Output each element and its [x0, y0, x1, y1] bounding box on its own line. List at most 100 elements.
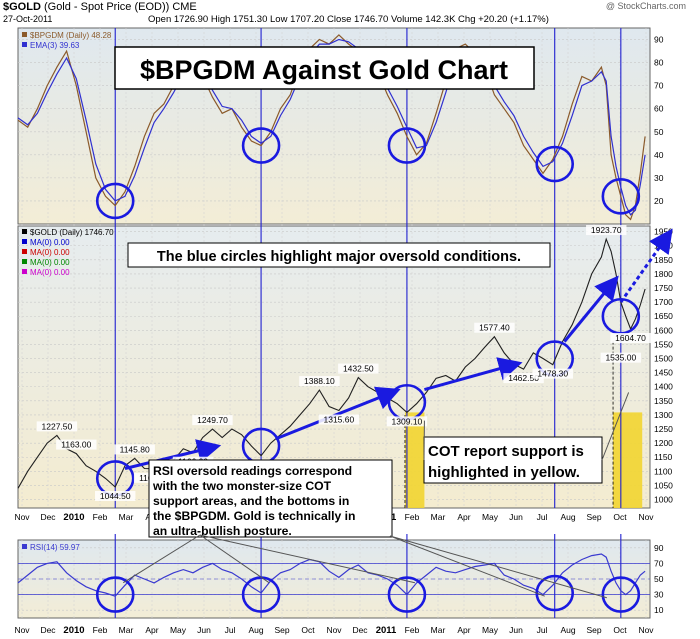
- gold-tick-label: 1850: [654, 255, 673, 265]
- price-label: 1315.60: [323, 415, 354, 425]
- rsi-tick-label: 70: [654, 558, 664, 568]
- price-label-bg: [36, 421, 78, 432]
- cot-support-band: [404, 412, 425, 508]
- x-tick-label-bottom: Dec: [40, 625, 56, 635]
- watermark: @ StockCharts.com: [605, 1, 686, 11]
- title-box: [114, 46, 535, 90]
- rsi-callout-line: [199, 534, 416, 584]
- price-label: 1163.00: [61, 440, 91, 450]
- bpgdm-tick-label: 50: [654, 127, 664, 137]
- bpgdm-tick-label: 80: [654, 58, 664, 68]
- price-label-bg: [299, 376, 340, 387]
- trend-arrow: [424, 357, 523, 392]
- bpgdm-tick-label: 70: [654, 81, 664, 91]
- x-tick-label-top: 2010: [63, 512, 84, 523]
- oversold-note: The blue circles highlight major oversol…: [157, 249, 521, 265]
- price-label: 1577.40: [479, 323, 510, 333]
- cot-callout-line: [601, 392, 630, 461]
- rsi-series-line: [17, 553, 646, 597]
- oversold-circle: [601, 576, 641, 613]
- x-tick-label-bottom: May: [482, 625, 499, 635]
- x-tick-label-bottom: Apr: [457, 625, 470, 635]
- price-label-bg: [386, 416, 428, 427]
- x-tick-label-bottom: Nov: [14, 625, 30, 635]
- gold-legend-entry: $GOLD (Daily) 1746.70: [30, 228, 114, 237]
- legend-swatch: [22, 239, 27, 244]
- chart-date: 27-Oct-2011: [3, 14, 53, 24]
- x-tick-label-bottom: May: [170, 625, 187, 635]
- x-tick-label-top: Jul: [537, 512, 548, 522]
- gold-tick-label: 1250: [654, 424, 673, 434]
- gold-tick-label: 1650: [654, 311, 673, 321]
- bpgdm-series-line: [17, 38, 646, 216]
- x-tick-label-bottom: Dec: [352, 625, 368, 635]
- bpgdm-tick-label: 20: [654, 196, 664, 206]
- oversold-circle: [601, 178, 641, 215]
- x-tick-label-bottom: Jun: [509, 625, 523, 635]
- rsi-tick-label: 90: [654, 543, 664, 553]
- price-label: 1923.70: [591, 225, 622, 235]
- gold-tick-label: 1200: [654, 438, 673, 448]
- x-tick-label-top: Nov: [638, 512, 654, 522]
- legend-swatch: [22, 32, 27, 37]
- price-label-bg: [192, 415, 233, 426]
- gold-tick-label: 1600: [654, 325, 673, 335]
- cot-support-band: [613, 412, 643, 508]
- cot-note-line: COT report support is: [428, 443, 584, 460]
- price-label: 1145.80: [120, 444, 150, 454]
- rsi-tick-label: 10: [654, 605, 664, 615]
- gold-tick-label: 1450: [654, 368, 673, 378]
- bpgdm-tick-label: 60: [654, 104, 664, 114]
- bpgdm-tick-label: 30: [654, 173, 664, 183]
- price-label: 1227.50: [42, 421, 73, 431]
- rsi-note-box: [148, 459, 393, 538]
- trend-arrow: [563, 275, 619, 343]
- oversold-circle: [241, 127, 281, 164]
- rsi-note-line: with the two monster-size COT: [152, 479, 332, 493]
- gold-tick-label: 1100: [654, 466, 673, 476]
- gold-tick-label: 1550: [654, 339, 673, 349]
- oversold-circle: [95, 182, 135, 220]
- legend-swatch: [22, 259, 27, 264]
- x-tick-label-top: Sep: [586, 512, 601, 522]
- price-label-bg: [503, 373, 544, 384]
- x-tick-label-bottom: Nov: [326, 625, 342, 635]
- gold-tick-label: 1950: [654, 227, 673, 237]
- x-tick-label-top: Oct: [613, 512, 627, 522]
- price-label: 1044.50: [100, 491, 131, 501]
- price-label-bg: [600, 352, 642, 363]
- price-label: 1388.10: [304, 376, 335, 386]
- price-label: 1432.50: [343, 364, 374, 374]
- price-label-bg: [56, 439, 97, 450]
- gold-tick-label: 1500: [654, 354, 673, 364]
- gold-tick-label: 1800: [654, 269, 673, 279]
- price-label-bg: [338, 363, 379, 374]
- cot-note-box: [423, 436, 603, 484]
- x-tick-label-bottom: Mar: [119, 625, 134, 635]
- price-label: 1535.00: [605, 353, 636, 363]
- ohlc-readout: Open 1726.90 High 1751.30 Low 1707.20 Cl…: [148, 14, 549, 25]
- legend-swatch: [22, 229, 27, 234]
- rsi-legend-entry: RSI(14) 59.97: [30, 543, 80, 552]
- x-tick-label-top: Aug: [560, 512, 575, 522]
- symbol: $GOLD: [3, 1, 41, 13]
- x-tick-label-bottom: Aug: [248, 625, 263, 635]
- price-label-bg: [114, 444, 155, 455]
- price-label-bg: [95, 490, 136, 501]
- price-label: 1478.30: [537, 369, 568, 379]
- gold-legend-entry: MA(0) 0.00: [30, 268, 70, 277]
- x-tick-label-top: Dec: [40, 512, 56, 522]
- bpgdm-legend-entry: $BPGDM (Daily) 48.28: [30, 31, 112, 40]
- oversold-circle: [387, 576, 427, 613]
- x-tick-label-bottom: Oct: [301, 625, 315, 635]
- price-label-bg: [474, 322, 515, 333]
- x-tick-label-bottom: Mar: [431, 625, 446, 635]
- oversold-circle: [387, 127, 427, 164]
- gold-tick-label: 1750: [654, 283, 673, 293]
- gold-legend-entry: MA(0) 0.00: [30, 238, 70, 247]
- oversold-note-box: [127, 242, 551, 268]
- x-tick-label-bottom: 2010: [63, 625, 84, 636]
- oversold-circle: [95, 576, 135, 613]
- x-tick-label-bottom: Oct: [613, 625, 627, 635]
